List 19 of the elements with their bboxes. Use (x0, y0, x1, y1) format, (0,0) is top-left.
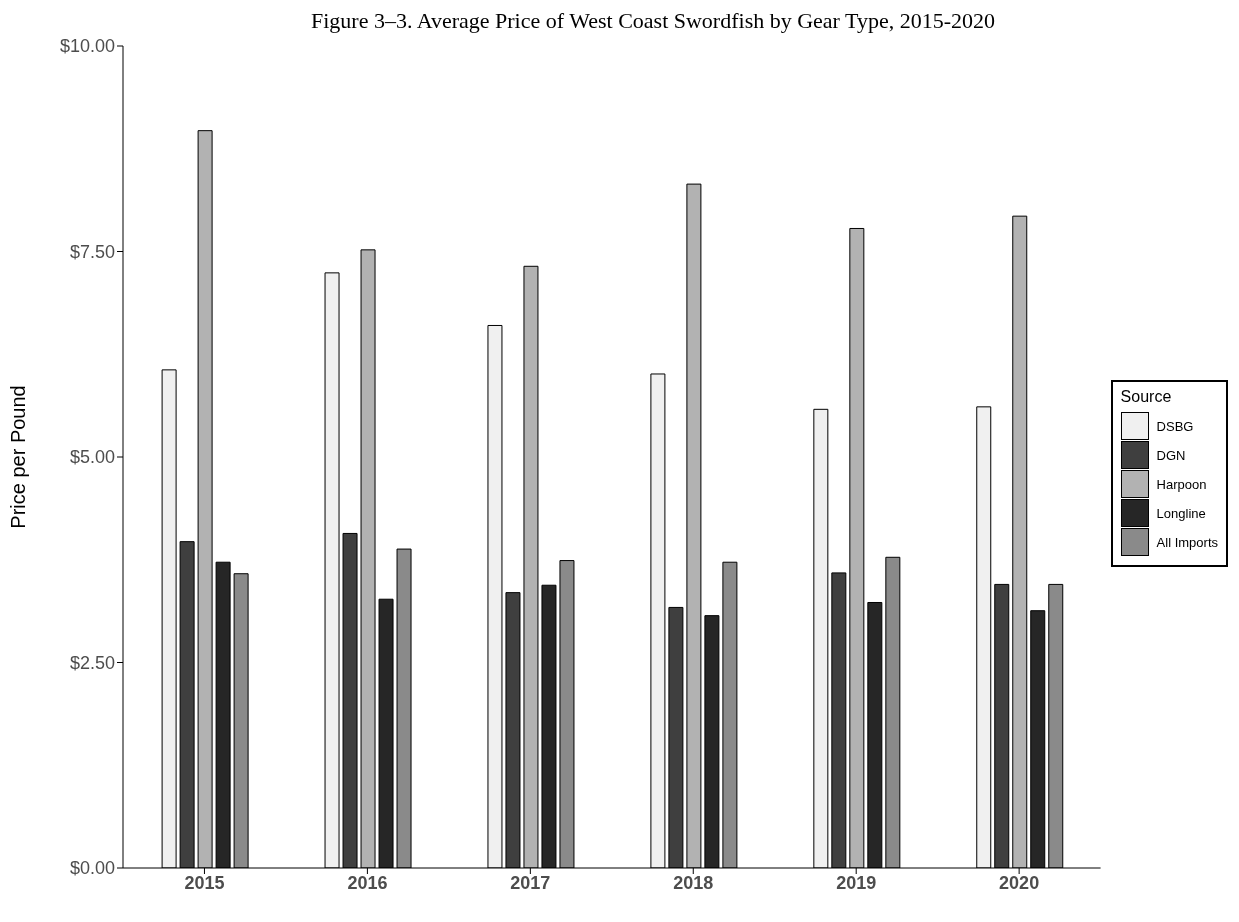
legend-label: DSBG (1156, 418, 1194, 434)
y-axis-title: Price per Pound (7, 385, 30, 529)
x-tick-label: 2020 (999, 872, 1040, 893)
x-tick-label: 2015 (184, 872, 225, 893)
legend-label: DGN (1156, 447, 1186, 463)
legend-title: Source (1120, 387, 1173, 406)
x-tick-label: 2016 (347, 872, 388, 893)
chart-title: Figure 3–3. Average Price of West Coast Swordfish by Gear Type, 2015-2020 (309, 8, 997, 35)
y-tick-label: $10.00 (59, 36, 115, 57)
y-tick-label: $7.50 (69, 241, 115, 262)
x-tick-label: 2017 (510, 872, 551, 893)
legend-label: All Imports (1156, 534, 1218, 550)
y-tick-label: $5.00 (69, 447, 115, 468)
y-tick-label: $0.00 (69, 858, 115, 879)
x-tick-label: 2018 (673, 872, 714, 893)
legend-label: Longline (1156, 505, 1206, 521)
legend-label: Harpoon (1156, 476, 1207, 492)
x-tick-label: 2019 (836, 872, 877, 893)
y-tick-label: $2.50 (69, 652, 115, 673)
